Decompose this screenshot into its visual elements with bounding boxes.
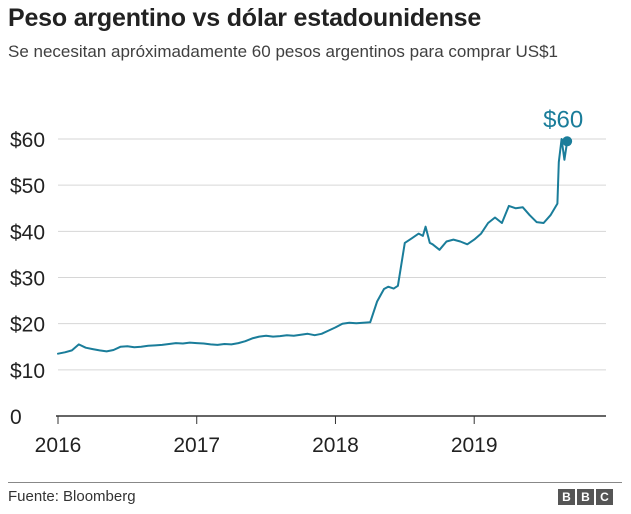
y-tick-label: $40: [10, 221, 45, 244]
y-tick-label: $20: [10, 314, 45, 337]
chart-title: Peso argentino vs dólar estadounidense: [8, 4, 482, 32]
series-layer: [57, 138, 569, 355]
bbc-logo-letter: C: [596, 489, 613, 505]
x-tick-label: 2019: [451, 434, 498, 457]
end-point-marker: [562, 136, 573, 147]
x-tick-label: 2018: [312, 434, 359, 457]
footer-divider: [8, 482, 622, 483]
bbc-logo-letter: B: [577, 489, 594, 505]
x-tick-label: 2016: [35, 434, 82, 457]
annotation-layer: $60: [543, 106, 583, 147]
y-tick-label: $60: [10, 129, 45, 152]
y-axis-tick-labels: 0 $10 $20 $30 $40 $50 $60: [10, 129, 45, 429]
x-tick-label: 2017: [173, 434, 220, 457]
source-note: Fuente: Bloomberg: [8, 488, 136, 505]
x-axis: 2016 2017 2018 2019: [35, 415, 606, 457]
end-value-label: $60: [543, 106, 583, 133]
exchange-rate-line: [57, 138, 569, 355]
bbc-logo-letter: B: [558, 489, 575, 505]
gridlines: [58, 138, 606, 371]
chart-subtitle: Se necesitan apróximadamente 60 pesos ar…: [8, 42, 558, 61]
y-tick-label: 0: [10, 406, 22, 429]
y-tick-label: $10: [10, 360, 45, 383]
y-tick-label: $30: [10, 268, 45, 291]
y-tick-label: $50: [10, 175, 45, 198]
bbc-logo: B B C: [558, 489, 613, 505]
